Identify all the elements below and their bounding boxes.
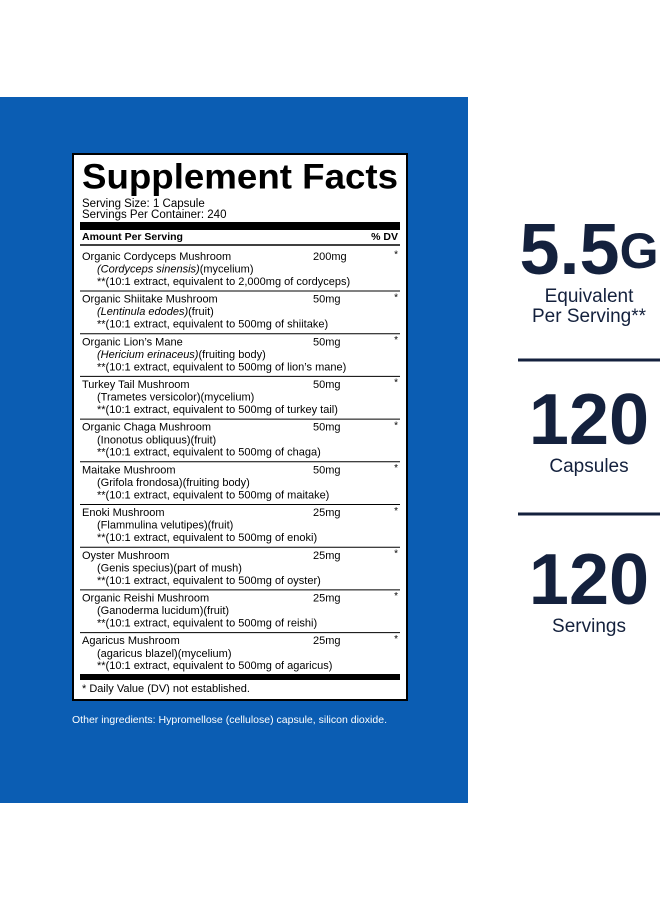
ingredient-dv: * bbox=[394, 292, 398, 303]
ingredient-dv: * bbox=[394, 335, 398, 346]
ingredient-dv: * bbox=[394, 250, 398, 261]
ingredient-source: (Grifola frondosa)(fruiting body) bbox=[97, 477, 250, 489]
source-part: (fruit) bbox=[188, 306, 214, 318]
ingredient-extract: **(10:1 extract, equivalent to 500mg of … bbox=[97, 575, 321, 587]
ingredient-name: Agaricus Mushroom bbox=[82, 635, 180, 647]
ingredient-extract: **(10:1 extract, equivalent to 2,000mg o… bbox=[97, 276, 350, 288]
ingredient-name: Organic Chaga Mushroom bbox=[82, 422, 211, 434]
ingredient-extract: **(10:1 extract, equivalent to 500mg of … bbox=[97, 660, 332, 672]
ingredient-extract: **(10:1 extract, equivalent to 500mg of … bbox=[97, 618, 317, 630]
ingredient-name: Organic Cordyceps Mushroom bbox=[82, 251, 231, 263]
stat-number: 120 bbox=[529, 540, 649, 620]
ingredient-source: (Inonotus obliquus)(fruit) bbox=[97, 434, 216, 446]
ingredient-amount: 50mg bbox=[313, 422, 341, 434]
stat-caption: Per Serving** bbox=[532, 306, 647, 327]
stat-unit: G bbox=[620, 223, 659, 279]
ingredient-amount: 25mg bbox=[313, 507, 341, 519]
ingredient-source: (Hericium erinaceus)(fruiting body) bbox=[97, 349, 266, 361]
ingredient-name: Enoki Mushroom bbox=[82, 507, 165, 519]
amount-header: Amount Per Serving bbox=[82, 231, 183, 243]
stat-value: 120 bbox=[529, 540, 649, 620]
stat-caption: Servings bbox=[552, 616, 626, 637]
ingredient-extract: **(10:1 extract, equivalent to 500mg of … bbox=[97, 404, 338, 416]
ingredient-dv: * bbox=[394, 506, 398, 517]
ingredient-amount: 50mg bbox=[313, 464, 341, 476]
ingredient-extract: **(10:1 extract, equivalent to 500mg of … bbox=[97, 532, 317, 544]
source-part: (Hericium erinaceus) bbox=[97, 349, 199, 361]
source-part: (mycelium) bbox=[200, 263, 254, 275]
ingredient-extract: **(10:1 extract, equivalent to 500mg of … bbox=[97, 489, 329, 501]
thick-rule bbox=[80, 674, 400, 680]
servings-per-container: Servings Per Container: 240 bbox=[82, 209, 226, 221]
source-part: (Ganoderma lucidum)(fruit) bbox=[97, 605, 229, 617]
label-title: Supplement Facts bbox=[82, 157, 398, 196]
stat-caption: Capsules bbox=[549, 456, 628, 477]
ingredient-source: (Lentinula edodes)(fruit) bbox=[97, 306, 214, 318]
ingredient-name: Turkey Tail Mushroom bbox=[82, 379, 190, 391]
source-part: (Inonotus obliquus)(fruit) bbox=[97, 434, 216, 446]
serving-size: Serving Size: 1 Capsule bbox=[82, 198, 205, 210]
source-part: (fruiting body) bbox=[198, 349, 265, 361]
ingredient-dv: * bbox=[394, 378, 398, 389]
stat-caption: Equivalent bbox=[545, 286, 634, 307]
ingredient-extract: **(10:1 extract, equivalent to 500mg of … bbox=[97, 447, 321, 459]
stat-value: 120 bbox=[529, 380, 649, 460]
ingredient-source: (Trametes versicolor)(mycelium) bbox=[97, 392, 254, 404]
source-part: (Lentinula edodes) bbox=[97, 306, 188, 318]
source-part: (Grifola frondosa)(fruiting body) bbox=[97, 477, 250, 489]
ingredient-dv: * bbox=[394, 634, 398, 645]
ingredient-name: Organic Reishi Mushroom bbox=[82, 593, 209, 605]
ingredient-amount: 50mg bbox=[313, 336, 341, 348]
thick-rule bbox=[80, 222, 400, 230]
ingredient-extract: **(10:1 extract, equivalent to 500mg of … bbox=[97, 319, 328, 331]
source-part: (Genis specius)(part of mush) bbox=[97, 562, 242, 574]
ingredient-name: Maitake Mushroom bbox=[82, 464, 176, 476]
stat-number: 5.5 bbox=[520, 210, 620, 290]
other-ingredients: Other ingredients: Hypromellose (cellulo… bbox=[72, 714, 387, 726]
dv-header: % DV bbox=[371, 231, 398, 243]
ingredient-source: (agaricus blazel)(mycelium) bbox=[97, 648, 231, 660]
ingredient-rows: Organic Cordyceps Mushroom 200mg * (Cordyce… bbox=[80, 250, 400, 672]
source-part: (Trametes versicolor)(mycelium) bbox=[97, 392, 254, 404]
ingredient-amount: 25mg bbox=[313, 593, 341, 605]
ingredient-source: (Ganoderma lucidum)(fruit) bbox=[97, 605, 229, 617]
ingredient-source: (Flammulina velutipes)(fruit) bbox=[97, 520, 233, 532]
stat-value: 5.5G bbox=[520, 210, 659, 290]
stat-number: 120 bbox=[529, 380, 649, 460]
ingredient-amount: 50mg bbox=[313, 379, 341, 391]
ingredient-name: Organic Lion’s Mane bbox=[82, 336, 183, 348]
ingredient-dv: * bbox=[394, 549, 398, 560]
footnote: * Daily Value (DV) not established. bbox=[82, 683, 250, 695]
ingredient-source: (Genis specius)(part of mush) bbox=[97, 562, 242, 574]
source-part: (Flammulina velutipes)(fruit) bbox=[97, 520, 233, 532]
ingredient-dv: * bbox=[394, 420, 398, 431]
source-part: (agaricus blazel)(mycelium) bbox=[97, 648, 231, 660]
ingredient-name: Organic Shiitake Mushroom bbox=[82, 294, 218, 306]
ingredient-extract: **(10:1 extract, equivalent to 500mg of … bbox=[97, 361, 346, 373]
ingredient-amount: 25mg bbox=[313, 550, 341, 562]
ingredient-dv: * bbox=[394, 591, 398, 602]
ingredient-amount: 50mg bbox=[313, 294, 341, 306]
source-part: (Cordyceps sinensis) bbox=[97, 263, 200, 275]
ingredient-name: Oyster Mushroom bbox=[82, 550, 169, 562]
ingredient-amount: 200mg bbox=[313, 251, 347, 263]
ingredient-dv: * bbox=[394, 463, 398, 474]
ingredient-source: (Cordyceps sinensis)(mycelium) bbox=[97, 263, 253, 275]
ingredient-amount: 25mg bbox=[313, 635, 341, 647]
